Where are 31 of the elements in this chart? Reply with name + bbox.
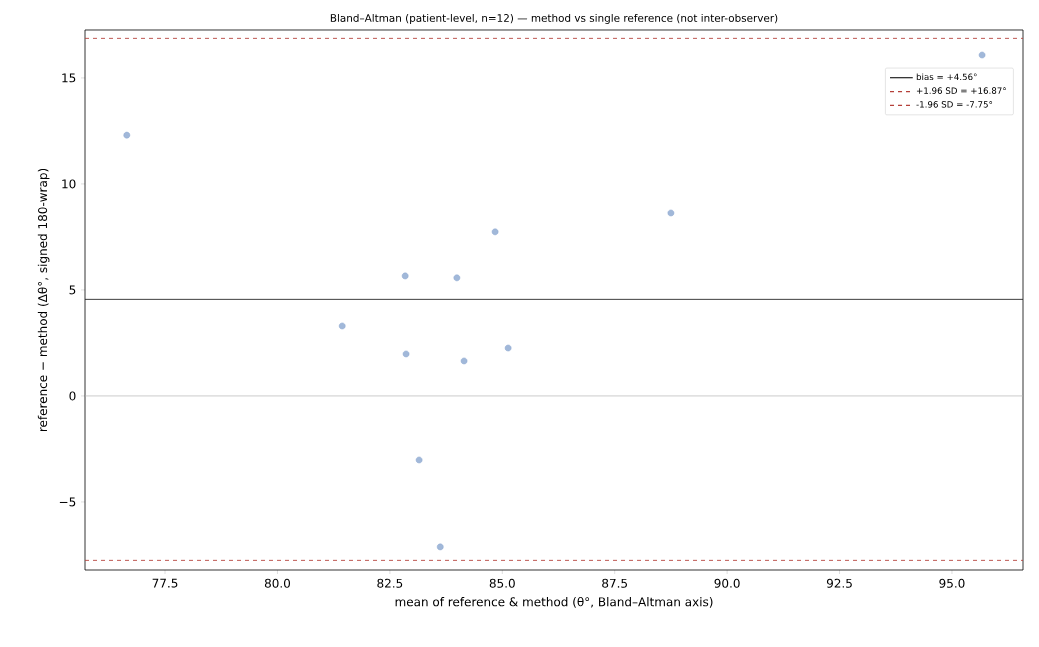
point	[415, 456, 423, 464]
x-tick-label: 85.0	[489, 578, 515, 588]
point	[401, 272, 409, 280]
x-axis-title: mean of reference & method (θ°, Bland–Altman axis)	[395, 596, 713, 608]
point	[491, 228, 499, 236]
x-tick-label: 77.5	[152, 578, 178, 588]
legend-label: bias = +4.56°	[916, 73, 977, 81]
point	[123, 131, 131, 139]
chart-title: Bland–Altman (patient-level, n=12) — method vs single reference (not inter-observer)	[330, 13, 778, 24]
y-axis-title: reference − method (Δθ°, signed 180-wrap)	[37, 168, 50, 432]
legend-label: +1.96 SD = +16.87°	[916, 87, 1006, 94]
y-tick-label: 5	[69, 285, 76, 295]
point	[504, 344, 512, 352]
y-tick-label: 0	[69, 391, 76, 401]
x-tick-label: 80.0	[264, 578, 291, 588]
point	[460, 357, 468, 365]
point	[453, 274, 461, 282]
x-tick-label: 90.0	[714, 578, 740, 588]
x-tick-label: 95.0	[939, 578, 965, 588]
y-tick-label: −5	[59, 497, 76, 507]
x-tick-label: 92.5	[826, 578, 852, 588]
point	[436, 543, 444, 551]
x-tick-label: 82.5	[377, 578, 403, 588]
point	[667, 209, 675, 217]
y-tick-label: 15	[62, 73, 76, 83]
x-tick-label: 87.5	[602, 578, 628, 588]
point	[402, 350, 410, 358]
y-tick-label: 10	[62, 179, 76, 189]
point	[978, 51, 986, 59]
point	[338, 322, 346, 330]
legend-label: -1.96 SD = -7.75°	[916, 101, 993, 108]
